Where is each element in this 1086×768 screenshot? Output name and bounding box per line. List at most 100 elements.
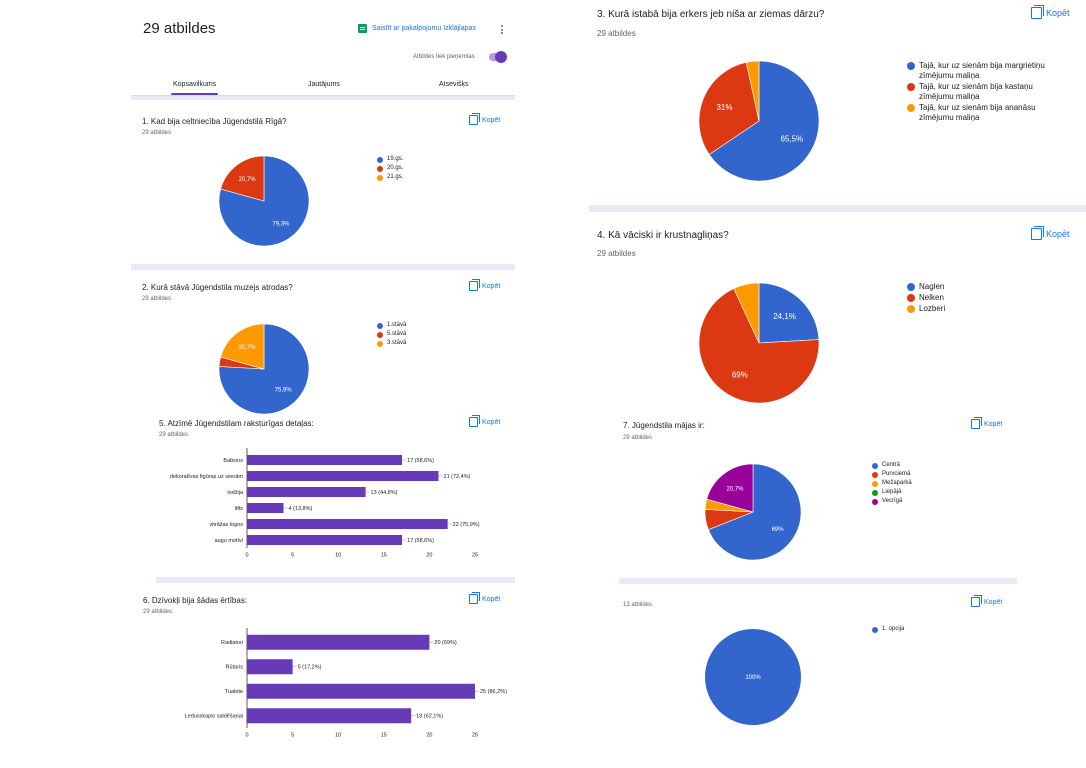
pie-value-label: 24,1% <box>773 312 796 321</box>
question-6-title: 6. Dzīvokļi bija šādas ērtības: <box>143 596 248 605</box>
bar-tick-label: 0 <box>245 553 248 559</box>
legend-label: Liepājā <box>882 489 902 495</box>
tab-summary[interactable]: Kopsavilkums <box>173 81 217 88</box>
bar-value-label: 5 (17,2%) <box>298 665 322 671</box>
bar-value-label: 4 (13,8%) <box>288 506 312 512</box>
tab-question[interactable]: Jautājums <box>308 81 340 88</box>
legend-label: 5.stāvā <box>387 331 407 337</box>
legend-item: Lozberi <box>907 304 1049 314</box>
tab-individual[interactable]: Atsevišķs <box>439 81 469 88</box>
copy-label: Kopēt <box>482 595 501 603</box>
question-2-copy-button[interactable]: Kopēt <box>469 279 500 291</box>
pie-value-label: 69% <box>772 527 785 533</box>
legend-color-dot <box>907 283 915 291</box>
legend-item: 3.stāvā <box>377 340 406 347</box>
legend-color-dot <box>872 463 878 469</box>
question-6-copy-button[interactable]: Kopēt <box>469 592 501 604</box>
legend-label: Nelken <box>919 293 944 302</box>
question-1-copy-button[interactable]: Kopēt <box>469 113 501 125</box>
legend-color-dot <box>377 323 383 329</box>
bar-tick-label: 5 <box>291 733 294 739</box>
section-separator <box>589 205 1086 212</box>
legend-label: Tajā, kur uz sienām bija kastaņu zīmējum… <box>919 82 1033 101</box>
question-1-legend: 19.gs. 20.gs. 21.gs. <box>377 156 403 183</box>
pie-value-label: 20,7% <box>726 486 744 492</box>
legend-color-dot <box>872 481 878 487</box>
bar-category-label: lifts <box>235 506 244 512</box>
q8-pie: 100% <box>705 629 801 725</box>
accepting-responses-toggle[interactable] <box>489 51 507 63</box>
legend-label: 20.gs. <box>387 165 404 171</box>
pie-value-label: 65,5% <box>780 134 803 143</box>
question-6-bar-chart: Radiatori 20 (69%) Rūtaris 5 (17,2%) Tualete… <box>185 628 507 739</box>
bar-tick-label: 25 <box>472 553 478 559</box>
bar-tick-label: 15 <box>381 733 387 739</box>
q7-pie: 69% 20,7% <box>704 463 802 561</box>
q2-pie: 75,9% 20,7% <box>218 323 310 415</box>
legend-color-dot <box>907 294 915 302</box>
legend-color-dot <box>377 166 383 172</box>
pie-slice <box>707 463 802 561</box>
bar <box>247 708 412 724</box>
q4-pie: 24,1% 69% <box>698 282 820 404</box>
copy-icon <box>469 113 480 125</box>
link-to-sheets-label: Saistīt ar pakalpojumu Izklājlapas <box>372 25 476 32</box>
legend-label: Mežaparkā <box>882 480 912 486</box>
pie-slice <box>705 629 801 725</box>
copy-icon <box>971 595 982 607</box>
legend-color-dot <box>377 341 383 347</box>
question-8-count: 13 atbildes <box>623 602 653 608</box>
bar-category-label: Ledusskapis saldēšanai <box>185 714 243 720</box>
section-separator <box>131 264 515 270</box>
question-2-legend: 1.stāvā 5.stāvā 3.stāvā <box>377 322 406 349</box>
bar <box>247 503 284 513</box>
bar-tick-label: 20 <box>426 553 432 559</box>
legend-item: 1.stāvā <box>377 322 406 329</box>
legend-label: 21.gs. <box>387 174 404 180</box>
legend-color-dot <box>872 472 878 478</box>
link-to-sheets-button[interactable]: Saistīt ar pakalpojumu Izklājlapas <box>358 24 476 33</box>
bar-category-label: Tualete <box>225 689 243 695</box>
question-7-copy-button[interactable]: Kopēt <box>971 417 1003 429</box>
question-4-copy-button[interactable]: Kopēt <box>1031 226 1070 240</box>
bar-value-label: 22 (75,9%) <box>453 522 480 528</box>
question-5-count: 29 atbildes <box>159 432 189 438</box>
sheets-icon <box>358 24 367 33</box>
pie-slice <box>745 60 760 122</box>
copy-label: Kopēt <box>1046 229 1070 239</box>
question-1-count: 29 atbildes <box>142 130 172 136</box>
q3-pie: 65,5% 31% <box>698 60 820 182</box>
bar <box>247 471 439 481</box>
bar-tick-label: 0 <box>245 733 248 739</box>
copy-icon <box>1031 5 1044 19</box>
page-title: 29 atbildes <box>143 20 216 37</box>
question-7-legend: Centrā Purvciemā Mežaparkā Liepājā Vecrīgā <box>872 462 912 507</box>
more-options-icon[interactable] <box>500 25 504 36</box>
copy-label: Kopēt <box>482 418 501 426</box>
copy-label: Kopēt <box>984 420 1003 428</box>
legend-label: 1. opcija <box>882 626 905 632</box>
bar-category-label: vitrāžas logos <box>209 522 243 528</box>
question-3-copy-button[interactable]: Kopēt <box>1031 5 1070 19</box>
copy-icon <box>971 417 982 429</box>
question-4-title: 4. Kā vāciski ir krustnagliņas? <box>597 230 729 241</box>
legend-color-dot <box>907 104 915 112</box>
copy-label: Kopēt <box>482 116 501 124</box>
pie-value-label: 31% <box>716 103 732 112</box>
legend-item: Mežaparkā <box>872 480 912 487</box>
legend-color-dot <box>907 305 915 313</box>
bar-value-label: 20 (69%) <box>434 640 456 646</box>
question-8-copy-button[interactable]: Kopēt <box>971 595 1002 607</box>
bar <box>247 455 403 465</box>
bar-category-label: Rūtaris <box>226 665 244 671</box>
question-5-bar-chart: Balkons 17 (58,6%) dekoratīvas figūras uz … <box>170 448 480 559</box>
legend-item: Nelken <box>907 293 1049 303</box>
question-5-copy-button[interactable]: Kopēt <box>469 415 501 427</box>
legend-item: Centrā <box>872 462 912 469</box>
legend-label: 1.stāvā <box>387 322 407 328</box>
pie-value-label: 100% <box>745 675 761 681</box>
bar-tick-label: 5 <box>291 553 294 559</box>
pie-slice <box>698 288 820 404</box>
accepting-responses-label: Atbildes tiek pieņemtas <box>413 54 475 60</box>
